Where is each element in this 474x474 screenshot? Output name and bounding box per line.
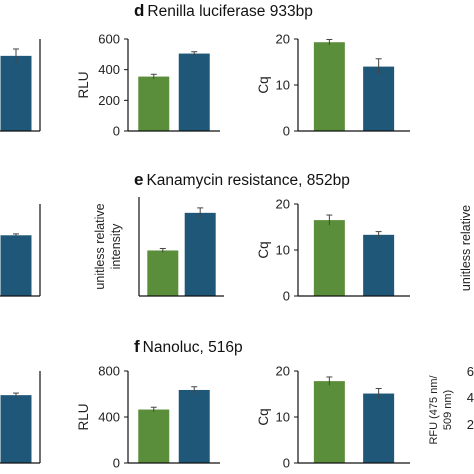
chart-e-right-ylabel: Cq: [256, 241, 271, 258]
chart-d-left-tick-label-2: 400: [98, 62, 120, 77]
partial-left-2-bar: [0, 395, 32, 463]
chart-e-right-bar-0: [313, 220, 345, 296]
chart-e-right-tick-label-2: 20: [276, 197, 290, 212]
chart-d-right-ylabel: Cq: [256, 76, 271, 93]
chart-e-left-bar-1: [184, 212, 216, 296]
chart-d-left-ylabel: RLU: [76, 71, 91, 98]
chart-e-left-ylabel-line-1: unitless relative: [93, 203, 107, 289]
panel-d-letter: d: [134, 1, 145, 20]
chart-f-right-tick-label-2: 20: [276, 364, 290, 379]
chart-f-left-tick-label-0: 0: [113, 456, 120, 471]
panel-e-title: e Kanamycin resistance, 852bp: [134, 170, 350, 190]
chart-e-right-tick-label-0: 0: [283, 289, 290, 304]
chart-d-left-bar-1: [178, 53, 210, 131]
chart-d-left-tick-label-1: 200: [98, 93, 120, 108]
panel-f-letter: f: [134, 337, 140, 356]
chart-f-left-tick-label-1: 400: [98, 410, 120, 425]
partial-right-ylabel-f-line-1: RFU (475 nm/: [428, 375, 440, 445]
chart-d-right-bar-0: [313, 42, 345, 131]
partial-left-1-bar: [0, 235, 32, 296]
chart-d-left-bar-0: [138, 76, 170, 131]
panel-f-title: f Nanoluc, 516p: [134, 337, 243, 357]
chart-f-left-ylabel: RLU: [76, 403, 91, 430]
chart-d-left-tick-label-3: 600: [98, 32, 120, 47]
chart-e-left-ylabel-line-2: intensity: [109, 223, 123, 270]
panel-d-title: d Renilla luciferase 933bp: [134, 1, 313, 21]
partial-left-0-bar: [0, 55, 32, 131]
chart-f-left-tick-label-2: 800: [98, 364, 120, 379]
chart-d-right-bar-1: [363, 66, 395, 131]
chart-e-left-bar-0: [147, 250, 179, 296]
chart-f-right-tick-label-0: 0: [283, 456, 290, 471]
chart-d-right-tick-label-1: 10: [276, 78, 290, 93]
chart-d-right-tick-label-0: 0: [283, 124, 290, 139]
chart-f-left-bar-0: [138, 409, 170, 463]
chart-e-left-ylabel: unitless relative intensity: [93, 203, 123, 289]
chart-f-right-bar-0: [313, 381, 345, 463]
chart-d-right-tick-label-2: 20: [276, 32, 290, 47]
chart-e-right-tick-label-1: 10: [276, 243, 290, 258]
partial-right-tick-label-1: 4: [467, 390, 474, 405]
chart-f-right-ylabel: Cq: [256, 408, 271, 425]
chart-d-left-tick-label-0: 0: [113, 124, 120, 139]
partial-right-ylabel-f-line-2: 509 nm): [442, 390, 454, 430]
panel-e-letter: e: [134, 170, 144, 189]
panel-f-label: Nanoluc, 516p: [142, 339, 243, 356]
partial-right-ylabel-e: unitless relative: [459, 205, 473, 291]
panel-d-label: Renilla luciferase 933bp: [147, 3, 313, 20]
panel-e-label: Kanamycin resistance, 852bp: [146, 172, 350, 189]
chart-f-right-tick-label-1: 10: [276, 410, 290, 425]
chart-f-right-bar-1: [363, 393, 395, 463]
partial-right-tick-label-0: 6: [467, 364, 474, 379]
chart-f-left-bar-1: [178, 389, 210, 463]
partial-right-tick-label-2: 2: [467, 417, 474, 432]
chart-e-right-bar-1: [363, 234, 395, 296]
